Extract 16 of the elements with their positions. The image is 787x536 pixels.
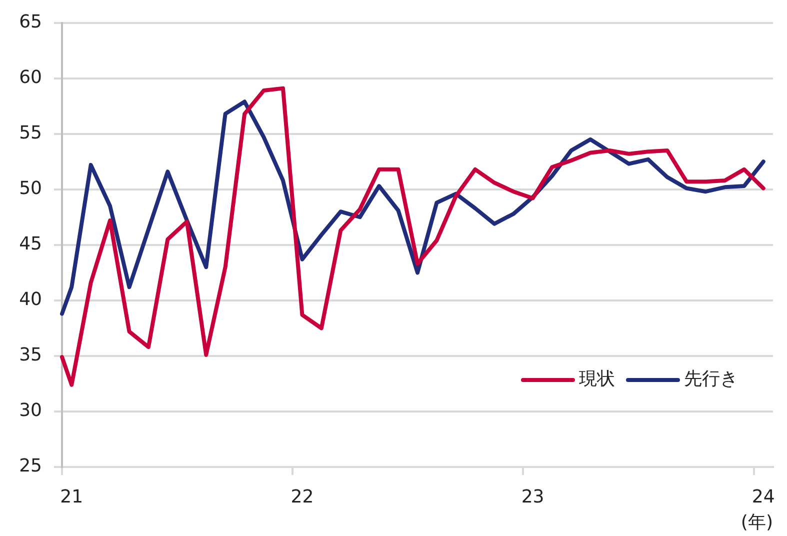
y-tick-label: 50 <box>19 178 42 200</box>
x-tick-label: 23 <box>521 486 544 508</box>
x-tick-label: 21 <box>60 486 84 508</box>
legend-label: 現状 <box>578 368 615 390</box>
y-tick-label: 35 <box>19 344 42 366</box>
legend-label: 先行き <box>684 368 738 390</box>
y-tick-label: 55 <box>19 122 42 144</box>
x-axis-title: (年) <box>740 512 773 533</box>
y-tick-label: 40 <box>19 289 42 310</box>
y-tick-label: 60 <box>19 66 42 88</box>
y-tick-label: 30 <box>19 400 42 422</box>
x-tick-label: 22 <box>290 486 314 508</box>
y-tick-label: 25 <box>19 456 42 477</box>
x-tick-label: 24 <box>752 486 775 508</box>
y-tick-label: 65 <box>19 11 42 32</box>
y-tick-label: 45 <box>19 234 42 255</box>
